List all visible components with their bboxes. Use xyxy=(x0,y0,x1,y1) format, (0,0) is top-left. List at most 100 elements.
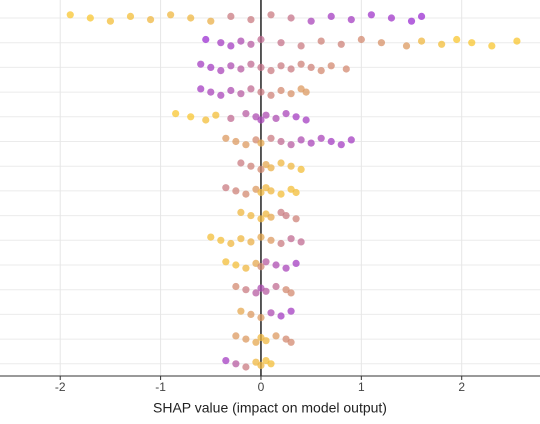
point xyxy=(267,91,275,99)
point xyxy=(202,35,210,44)
point xyxy=(317,37,325,45)
point xyxy=(257,233,265,241)
point xyxy=(417,37,426,45)
point xyxy=(207,233,215,241)
point xyxy=(387,14,396,22)
point xyxy=(287,307,295,315)
point xyxy=(453,35,461,44)
point xyxy=(247,310,255,318)
point xyxy=(237,307,245,315)
point xyxy=(277,159,285,167)
point xyxy=(227,42,235,50)
point xyxy=(287,14,295,22)
point xyxy=(287,338,295,346)
point xyxy=(267,236,275,244)
point xyxy=(222,134,230,142)
point xyxy=(307,17,315,25)
point xyxy=(277,137,285,146)
point xyxy=(337,141,345,149)
point xyxy=(317,67,325,75)
point xyxy=(232,332,240,340)
point xyxy=(297,238,305,246)
point xyxy=(257,215,265,223)
point xyxy=(262,258,270,266)
point xyxy=(292,215,300,223)
point xyxy=(172,110,180,118)
point xyxy=(146,16,155,24)
point xyxy=(252,338,260,346)
point xyxy=(282,110,290,118)
point xyxy=(217,67,225,75)
point xyxy=(217,91,225,99)
point xyxy=(327,12,335,20)
point xyxy=(247,85,255,93)
point xyxy=(277,62,285,70)
point xyxy=(267,309,275,317)
point xyxy=(227,114,235,122)
point xyxy=(242,190,250,198)
point xyxy=(272,282,280,291)
point xyxy=(262,337,270,345)
point xyxy=(468,39,476,47)
point xyxy=(337,40,345,48)
point xyxy=(277,312,285,320)
point xyxy=(242,141,250,149)
point xyxy=(257,35,265,44)
x-tick-label: 0 xyxy=(258,380,265,394)
point xyxy=(292,188,300,197)
point xyxy=(407,17,416,25)
point xyxy=(242,110,250,118)
point xyxy=(227,12,235,20)
point xyxy=(237,159,245,167)
point xyxy=(237,208,245,216)
x-tick-label: 1 xyxy=(358,380,365,394)
point xyxy=(66,11,74,19)
point xyxy=(417,12,426,20)
point xyxy=(247,40,255,48)
point xyxy=(287,235,295,243)
point xyxy=(267,11,275,19)
point xyxy=(267,187,275,195)
point xyxy=(187,14,195,22)
point xyxy=(167,11,175,19)
point xyxy=(272,114,280,122)
point xyxy=(202,116,210,124)
point xyxy=(242,286,250,294)
point xyxy=(267,164,275,172)
point xyxy=(287,65,295,73)
point xyxy=(267,360,275,368)
point xyxy=(287,141,295,149)
point xyxy=(232,187,240,195)
point xyxy=(287,162,295,170)
x-tick-label: -2 xyxy=(55,380,66,394)
point xyxy=(367,11,375,19)
point xyxy=(302,88,310,96)
point xyxy=(277,190,285,198)
point xyxy=(106,17,115,25)
points xyxy=(66,11,521,371)
point xyxy=(242,335,250,343)
point xyxy=(317,134,325,142)
point xyxy=(297,42,305,50)
point xyxy=(267,134,275,142)
point xyxy=(302,116,310,124)
point xyxy=(277,239,285,248)
point xyxy=(227,62,235,70)
point xyxy=(488,42,496,50)
point xyxy=(222,258,230,266)
point xyxy=(232,137,240,146)
point xyxy=(292,113,300,121)
point xyxy=(272,261,280,269)
point xyxy=(287,289,295,297)
point xyxy=(282,264,290,272)
point xyxy=(207,63,215,71)
point xyxy=(257,63,265,71)
point xyxy=(287,90,295,98)
point xyxy=(232,282,240,291)
point xyxy=(262,287,270,295)
point xyxy=(347,136,355,144)
point xyxy=(227,239,235,248)
point xyxy=(513,37,521,45)
x-tick-label: -1 xyxy=(155,380,166,394)
